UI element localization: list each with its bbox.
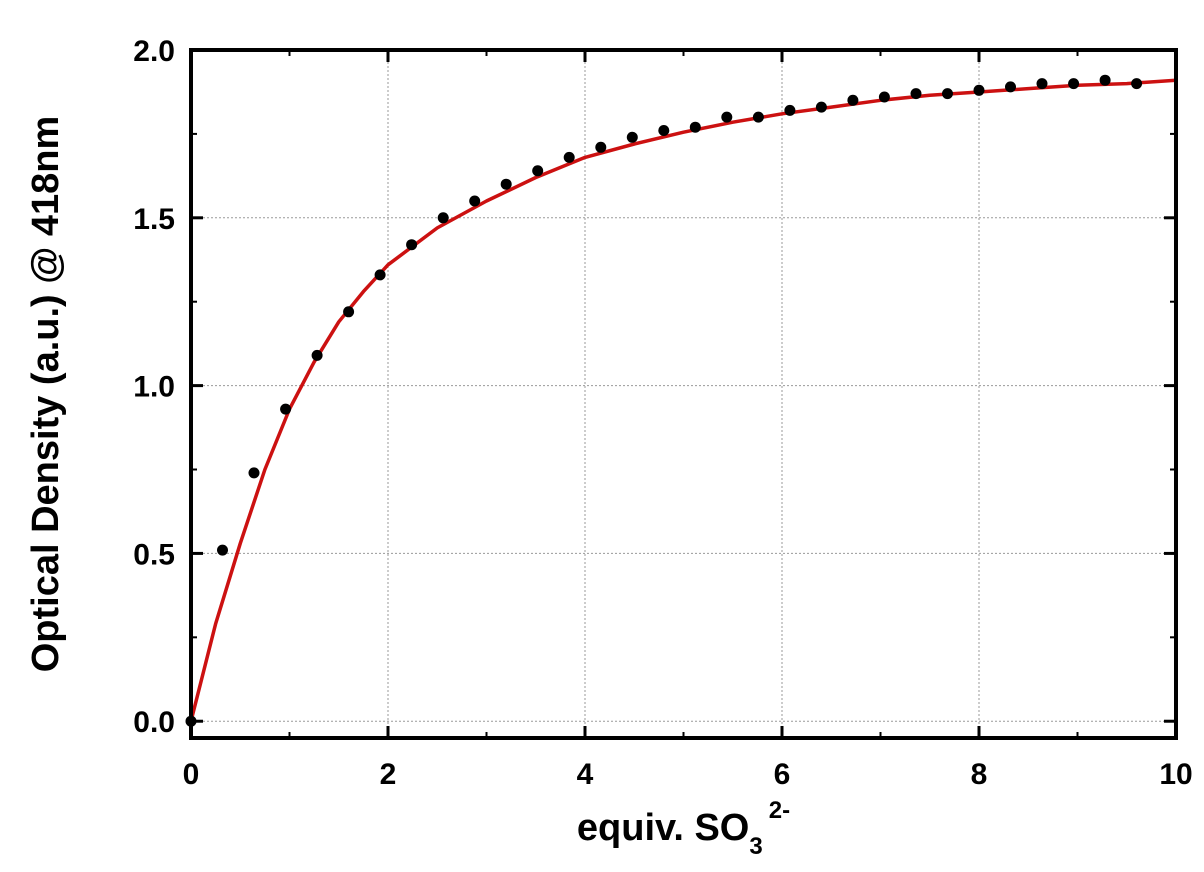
data-point xyxy=(658,125,670,136)
x-axis-title-subscript: 3 xyxy=(749,833,762,860)
data-point xyxy=(500,178,512,190)
data-point xyxy=(1131,78,1143,90)
plot-frame xyxy=(189,48,1178,740)
y-tick-label: 2.0 xyxy=(133,35,175,68)
y-tick-label: 1.5 xyxy=(133,203,175,236)
data-point xyxy=(1099,74,1111,86)
data-point xyxy=(563,151,575,163)
axis-ticks xyxy=(189,48,1178,738)
data-point xyxy=(311,349,323,361)
x-axis-title: equiv. SO3 2- xyxy=(577,797,790,860)
data-point xyxy=(374,269,386,281)
x-tick-label: 10 xyxy=(1159,758,1192,791)
data-point xyxy=(815,101,827,113)
data-point xyxy=(973,84,985,96)
data-point xyxy=(721,111,733,123)
grid-lines xyxy=(190,50,1177,738)
y-tick-label: 0.0 xyxy=(133,706,175,739)
data-point xyxy=(406,239,418,251)
data-point xyxy=(469,195,481,207)
data-point xyxy=(248,467,260,479)
x-axis-title-superscript: 2- xyxy=(769,797,790,824)
data-point xyxy=(595,141,607,153)
data-point xyxy=(784,104,796,116)
x-tick-label: 6 xyxy=(774,758,791,791)
x-tick-label: 0 xyxy=(183,758,200,791)
x-tick-label: 8 xyxy=(971,758,988,791)
data-point xyxy=(437,212,449,224)
data-point xyxy=(752,111,764,123)
tick-labels: 0 2 4 6 8 10 0.0 0.5 1.0 1.5 2.0 xyxy=(133,35,1192,791)
data-point xyxy=(942,88,953,100)
y-tick-label: 0.5 xyxy=(133,538,175,571)
data-point xyxy=(878,91,890,103)
x-tick-label: 4 xyxy=(577,758,594,791)
x-tick-label: 2 xyxy=(380,758,397,791)
y-tick-label: 1.0 xyxy=(133,371,175,404)
data-point xyxy=(532,165,544,177)
data-point xyxy=(1068,78,1080,90)
data-point xyxy=(626,131,638,143)
data-point xyxy=(1036,78,1048,90)
data-point xyxy=(910,88,922,100)
data-point xyxy=(343,306,355,318)
y-axis-title: Optical Density (a.u.) @ 418nm xyxy=(25,116,67,673)
x-axis-title-main: equiv. SO xyxy=(577,807,749,849)
fit-curve xyxy=(189,78,1177,722)
data-point xyxy=(217,544,228,556)
fit-curve-layer xyxy=(189,78,1177,722)
data-point xyxy=(1005,81,1016,93)
data-point xyxy=(280,403,292,415)
data-points-layer xyxy=(185,74,1143,727)
data-point xyxy=(847,94,859,106)
data-point xyxy=(689,121,701,133)
